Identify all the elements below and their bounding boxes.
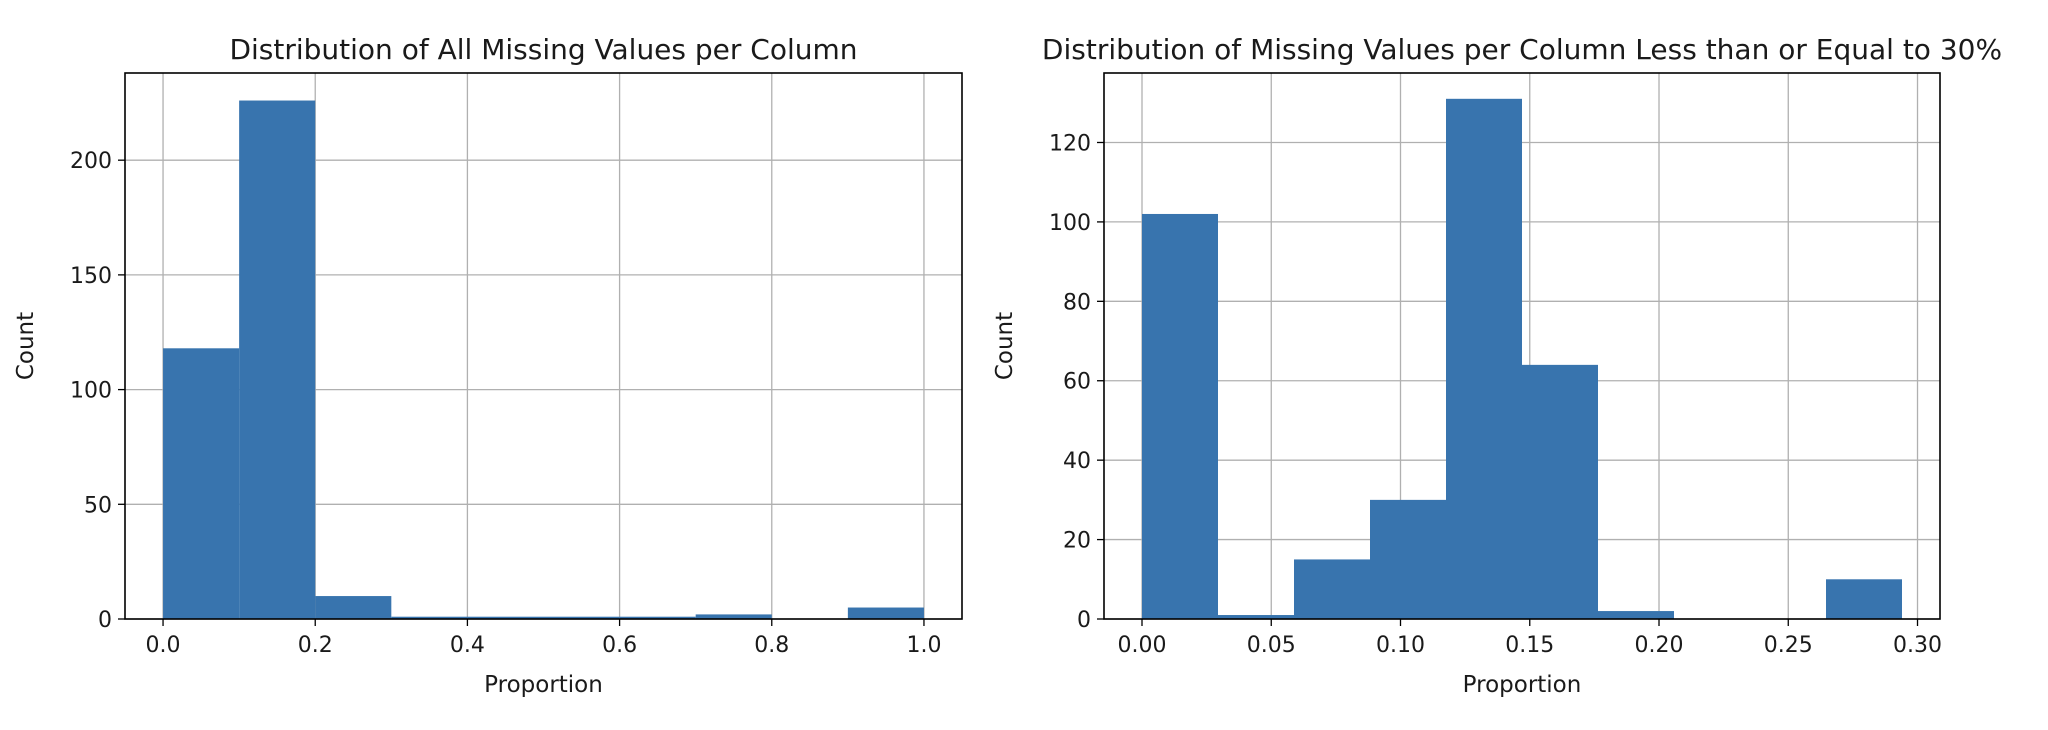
axes-frame — [124, 72, 963, 620]
y-tick-label: 80 — [1063, 290, 1091, 315]
x-tick-label: 1.0 — [906, 633, 941, 658]
histogram-bar — [1598, 611, 1674, 619]
histogram-bar — [1294, 559, 1370, 619]
x-tick-label: 0.6 — [602, 633, 637, 658]
y-tick-label: 120 — [1049, 131, 1091, 156]
histogram-bar — [1142, 213, 1218, 619]
y-tick-label: 150 — [70, 264, 112, 289]
y-tick-label: 200 — [70, 149, 112, 174]
y-axis-label: Count — [13, 312, 39, 380]
y-tick-label: 50 — [84, 493, 112, 518]
y-tick-label: 20 — [1063, 529, 1091, 554]
histogram-bar — [391, 616, 468, 619]
x-tick-label: 0.4 — [450, 633, 485, 658]
x-tick-label: 0.20 — [1635, 633, 1684, 658]
histogram-bar — [1218, 615, 1294, 619]
chart-title: Distribution of All Missing Values per C… — [229, 33, 857, 66]
y-tick-label: 100 — [70, 379, 112, 404]
axes-frame — [1103, 72, 1941, 620]
histogram-bar — [163, 348, 240, 619]
y-tick-label: 60 — [1063, 370, 1091, 395]
y-axis-label: Count — [992, 312, 1018, 380]
x-axis-label: Proportion — [484, 672, 603, 698]
histogram-bar — [239, 100, 316, 619]
chart-title: Distribution of Missing Values per Colum… — [1042, 33, 2002, 66]
x-tick-label: 0.00 — [1118, 633, 1167, 658]
x-tick-label: 0.8 — [754, 633, 789, 658]
histogram-bar — [543, 616, 620, 619]
y-tick-label: 0 — [98, 608, 112, 633]
chart-panel-2: 0.00 0.05 0.10 0.15 0.20 0.25 0.30 0 20 40 60 80 100… — [992, 33, 2002, 698]
histogram-bar — [315, 596, 392, 619]
histogram-bar — [847, 607, 924, 619]
y-tick-label: 100 — [1049, 211, 1091, 236]
x-tick-label: 0.15 — [1505, 633, 1554, 658]
histogram-bar — [695, 614, 772, 619]
x-tick-label: 0.10 — [1376, 633, 1425, 658]
x-tick-label: 0.25 — [1764, 633, 1813, 658]
x-axis-label: Proportion — [1463, 672, 1582, 698]
y-tick-label: 40 — [1063, 449, 1091, 474]
histogram-bar — [1522, 364, 1598, 619]
x-tick-label: 0.0 — [146, 633, 181, 658]
histogram-bar — [619, 616, 696, 619]
chart-panel-1: 0.0 0.2 0.4 0.6 0.8 1.0 0 50 100 150 200 Distributi… — [13, 33, 963, 698]
histogram-bar — [1446, 98, 1522, 619]
histogram-bar — [1826, 579, 1902, 619]
histogram-bar — [1370, 499, 1446, 619]
histogram-bar — [467, 616, 544, 619]
x-tick-label: 0.05 — [1247, 633, 1296, 658]
x-tick-label: 0.2 — [298, 633, 333, 658]
x-tick-label: 0.30 — [1893, 633, 1942, 658]
y-tick-label: 0 — [1077, 608, 1091, 633]
